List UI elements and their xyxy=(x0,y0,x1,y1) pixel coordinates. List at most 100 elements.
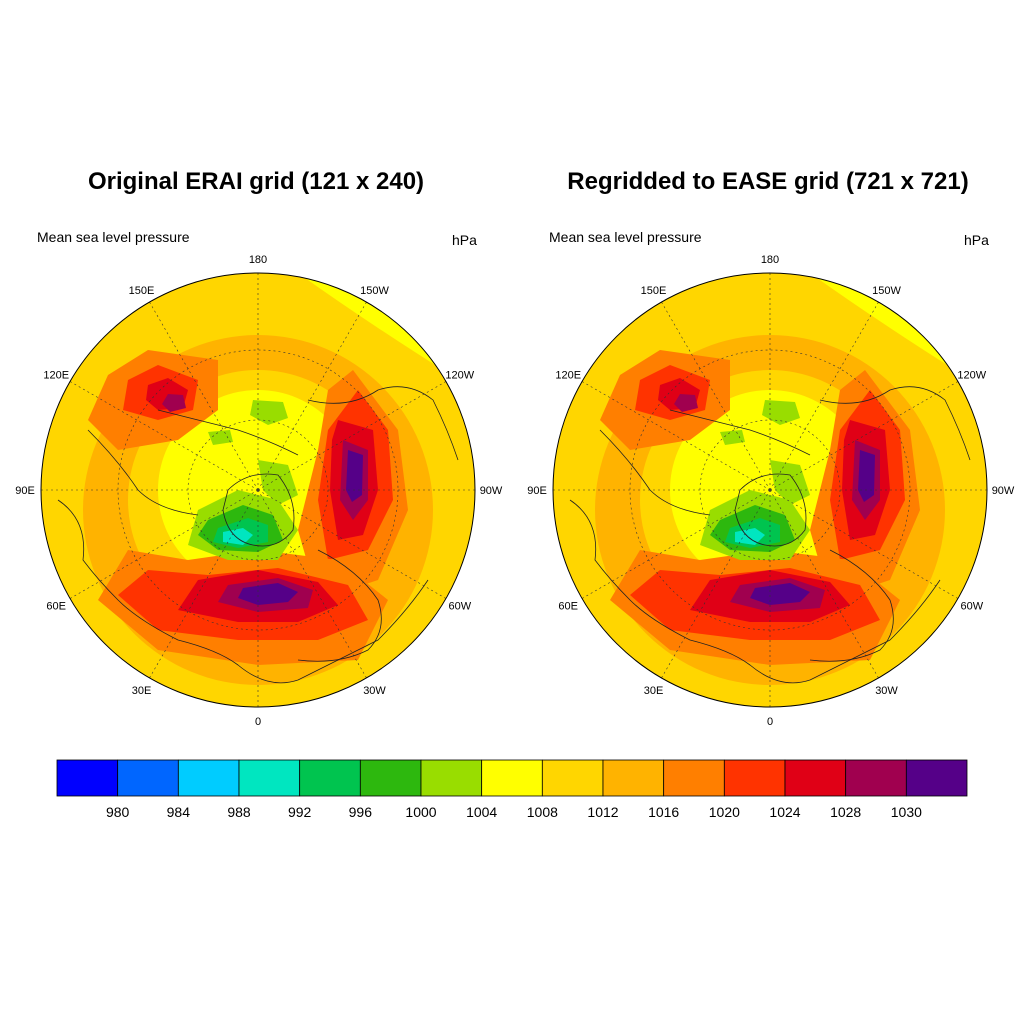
meridian-line xyxy=(769,489,879,679)
colorbar-box xyxy=(845,759,907,797)
colorbar-box xyxy=(238,759,301,797)
panel-original-erai: Original ERAI grid (121 x 240) Mean sea … xyxy=(0,0,512,740)
contour-band xyxy=(735,528,765,545)
longitude-label: 30E xyxy=(644,685,664,697)
meridian-line xyxy=(257,489,447,599)
contour-band xyxy=(258,460,298,505)
longitude-label: 90W xyxy=(480,485,503,497)
longitude-label: 120E xyxy=(43,370,69,382)
colorbar-box xyxy=(299,759,361,797)
colorbar-label: 1012 xyxy=(587,804,618,820)
variable-label: Mean sea level pressure xyxy=(37,229,190,245)
meridian-line xyxy=(257,381,447,491)
longitude-label: 120W xyxy=(957,370,986,382)
meridian-line xyxy=(769,301,879,491)
coastline xyxy=(297,549,382,662)
longitude-label: 150W xyxy=(872,285,901,297)
longitude-label: 180 xyxy=(761,254,779,266)
colorbar-box xyxy=(541,759,604,797)
contour-band xyxy=(762,400,800,425)
longitude-label: 0 xyxy=(767,716,773,728)
meridian-line xyxy=(257,489,367,679)
longitude-label: 90E xyxy=(527,485,547,497)
contour-band xyxy=(223,528,253,545)
colorbar-label: 1016 xyxy=(648,804,679,820)
longitude-label: 60E xyxy=(558,601,578,613)
colorbar-box xyxy=(784,759,847,797)
longitude-label: 30E xyxy=(132,685,152,697)
meridian-line xyxy=(661,489,771,679)
longitude-label: 120W xyxy=(445,370,474,382)
longitude-label: 30W xyxy=(363,685,386,697)
longitude-label: 60W xyxy=(960,601,983,613)
longitude-label: 150E xyxy=(129,285,155,297)
meridian-line xyxy=(769,489,959,599)
map-border xyxy=(40,272,476,708)
longitude-label: 120E xyxy=(555,370,581,382)
longitude-label: 30W xyxy=(875,685,898,697)
colorbar-box xyxy=(177,759,240,797)
meridian-line xyxy=(149,489,259,679)
colorbar-label: 1000 xyxy=(405,804,436,820)
longitude-label: 90W xyxy=(992,485,1015,497)
longitude-label: 60E xyxy=(46,601,66,613)
meridian-line xyxy=(581,489,771,599)
contour-band xyxy=(674,394,698,412)
colorbar-box xyxy=(56,759,119,797)
meridian-line xyxy=(581,381,771,491)
colorbar-label: 1004 xyxy=(466,804,497,820)
contour-band xyxy=(346,450,363,502)
contour-band xyxy=(250,400,288,425)
colorbar: 980 984 988 992 996 1000 1004 1008 1012 1016 1020 1… xyxy=(56,759,968,820)
meridian-line xyxy=(69,489,259,599)
contour-band xyxy=(208,430,233,445)
contour-band xyxy=(238,583,298,605)
colorbar-label: 996 xyxy=(349,804,373,820)
colorbar-label: 1020 xyxy=(709,804,740,820)
panel-title: Regridded to EASE grid (721 x 721) xyxy=(567,168,969,195)
coastline xyxy=(669,409,811,456)
colorbar-label: 1008 xyxy=(527,804,558,820)
colorbar-box xyxy=(420,759,483,797)
coastline xyxy=(734,473,807,547)
contour-band xyxy=(750,583,810,605)
units-label: hPa xyxy=(964,232,989,248)
colorbar-label: 1030 xyxy=(891,804,922,820)
contour-band xyxy=(720,430,745,445)
longitude-label: 180 xyxy=(249,254,267,266)
longitude-label: 0 xyxy=(255,716,261,728)
longitude-label: 150E xyxy=(641,285,667,297)
meridian-line xyxy=(769,381,959,491)
colorbar-label: 1028 xyxy=(830,804,861,820)
colorbar-box xyxy=(602,759,665,797)
coastline xyxy=(157,409,299,456)
panel-regridded-ease: Regridded to EASE grid (721 x 721) Mean … xyxy=(512,0,1024,740)
colorbar-box xyxy=(723,759,786,797)
meridian-line xyxy=(661,301,771,491)
contour-band xyxy=(162,394,186,412)
colorbar-label: 984 xyxy=(167,804,191,820)
meridian-line xyxy=(69,381,259,491)
colorbar-label: 1024 xyxy=(769,804,800,820)
colorbar-label: 988 xyxy=(227,804,251,820)
panel-title: Original ERAI grid (121 x 240) xyxy=(87,168,425,195)
coastlines xyxy=(57,386,459,684)
coastline xyxy=(57,499,429,684)
colorbar-label: 992 xyxy=(288,804,312,820)
longitude-label: 60W xyxy=(448,601,471,613)
colorbar-box xyxy=(663,759,725,797)
map-border xyxy=(552,272,988,708)
variable-label: Mean sea level pressure xyxy=(549,229,702,245)
longitude-label: 150W xyxy=(360,285,389,297)
coastline xyxy=(809,549,894,662)
polar-map: 180 150E 120E 90E 60E 30E 0 30W 60W 90W 120W 150W xyxy=(527,254,1015,728)
coastline xyxy=(307,386,459,461)
polar-map: 180 150E 120E 90E 60E 30E 0 30W 60W 90W 120W 150W xyxy=(15,254,503,728)
contour-band xyxy=(858,450,875,502)
colorbar-box xyxy=(905,759,968,797)
meridian-line xyxy=(257,301,367,491)
colorbar-box xyxy=(117,759,179,797)
coastline xyxy=(222,473,295,547)
colorbar-label: 980 xyxy=(106,804,130,820)
coastline xyxy=(819,386,971,461)
